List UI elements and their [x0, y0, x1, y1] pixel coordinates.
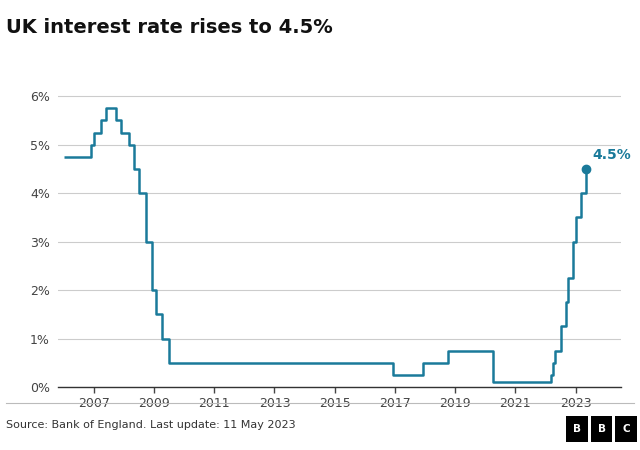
- Text: B: B: [598, 424, 605, 434]
- Text: Source: Bank of England. Last update: 11 May 2023: Source: Bank of England. Last update: 11…: [6, 420, 296, 430]
- Text: 4.5%: 4.5%: [592, 148, 631, 162]
- Text: C: C: [622, 424, 630, 434]
- Text: B: B: [573, 424, 581, 434]
- Text: UK interest rate rises to 4.5%: UK interest rate rises to 4.5%: [6, 18, 333, 37]
